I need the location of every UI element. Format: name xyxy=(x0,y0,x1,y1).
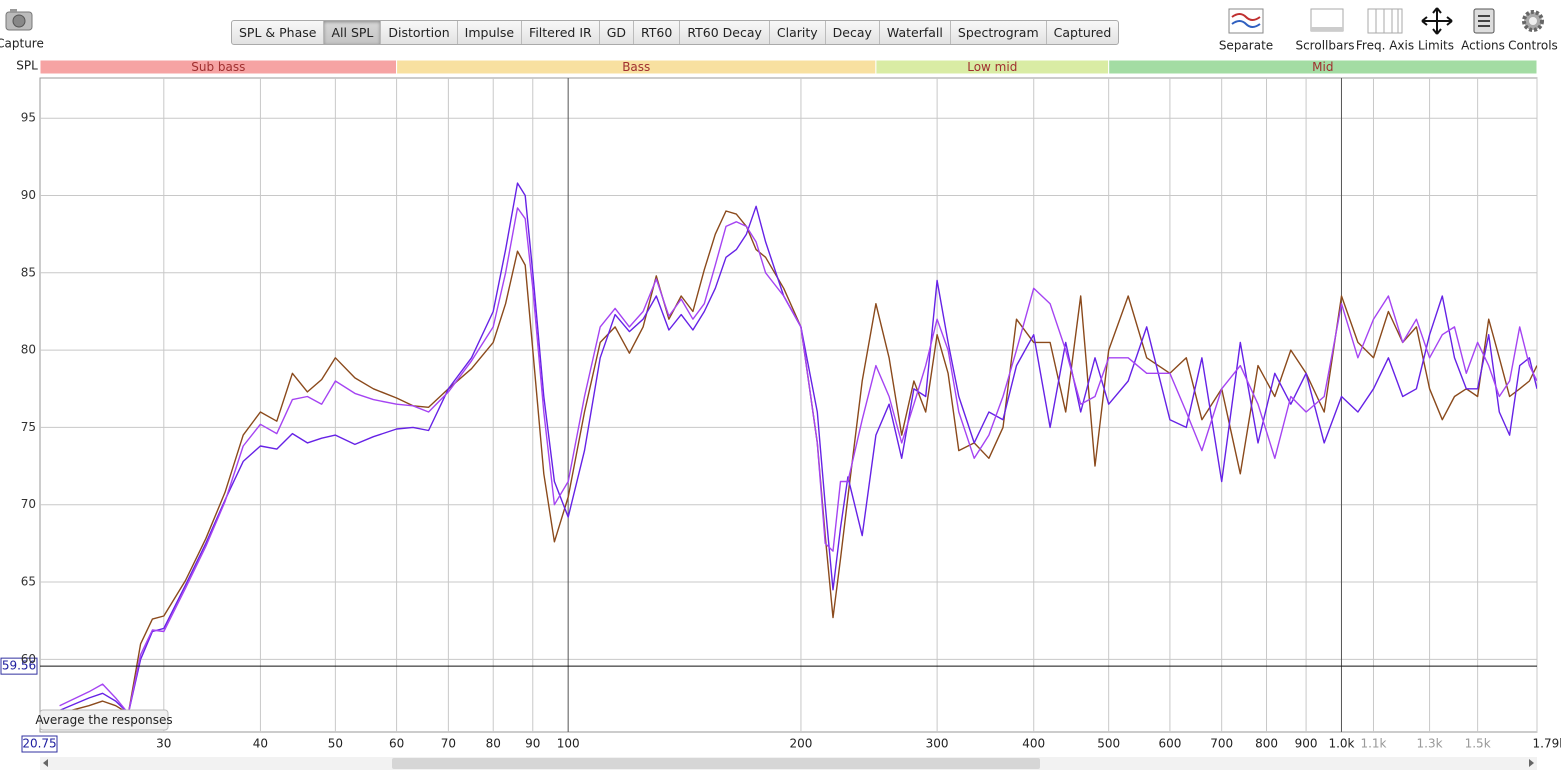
limits-icon[interactable] xyxy=(1421,7,1453,35)
scrollbar[interactable] xyxy=(40,757,1537,770)
x-start-box xyxy=(21,735,58,753)
y-tick-label: 80 xyxy=(21,343,36,357)
tool-label[interactable]: Scrollbars xyxy=(1295,39,1354,53)
x-tick-label: 90 xyxy=(525,737,540,751)
tab[interactable]: Waterfall xyxy=(880,21,951,44)
x-tick-label: 60 xyxy=(389,737,404,751)
x-tick-label: 1.3k xyxy=(1417,737,1443,751)
x-tick-label: 1.0k xyxy=(1328,737,1354,751)
x-tick-label: 400 xyxy=(1022,737,1045,751)
x-tick-label: 900 xyxy=(1295,737,1318,751)
x-tick-label: 300 xyxy=(926,737,949,751)
band-label: Bass xyxy=(622,60,650,74)
tab[interactable]: GD xyxy=(600,21,635,44)
y-tick-label: 60 xyxy=(21,652,36,666)
x-tick-label: 40 xyxy=(253,737,268,751)
band-label: Low mid xyxy=(967,60,1017,74)
tool-label[interactable]: Limits xyxy=(1418,39,1454,53)
frequency-band xyxy=(1108,59,1538,75)
x-tick-label: 1.79kHz xyxy=(1533,737,1561,751)
tab[interactable]: Clarity xyxy=(770,21,826,44)
y-tick-label: 70 xyxy=(21,497,36,511)
band-label: Mid xyxy=(1312,60,1333,74)
x-tick-label: 700 xyxy=(1210,737,1233,751)
y-tick-label: 95 xyxy=(21,111,36,125)
y-tick-label: 65 xyxy=(21,575,36,589)
freq-axis-icon[interactable] xyxy=(1367,8,1403,34)
capture-label[interactable]: Capture xyxy=(0,37,44,51)
actions-icon[interactable] xyxy=(1473,8,1495,34)
x-tick-label: 50 xyxy=(328,737,343,751)
tab[interactable]: SPL & Phase xyxy=(232,21,325,44)
x-tick-label: 70 xyxy=(441,737,456,751)
tab[interactable]: All SPL xyxy=(324,21,382,44)
y-tick-label: 85 xyxy=(21,265,36,279)
x-tick-label: 200 xyxy=(789,737,812,751)
y-tick-label: 90 xyxy=(21,188,36,202)
controls-icon[interactable] xyxy=(1522,10,1544,32)
tab[interactable]: Filtered IR xyxy=(522,21,600,44)
tab[interactable]: Impulse xyxy=(458,21,523,44)
tool-label[interactable]: Freq. Axis xyxy=(1356,39,1414,53)
tab[interactable]: RT60 Decay xyxy=(680,21,770,44)
y-axis-label: SPL xyxy=(16,59,38,73)
x-tick-label: 100 xyxy=(557,737,580,751)
tool-label[interactable]: Separate xyxy=(1219,39,1273,53)
y-tick-label: 75 xyxy=(21,420,36,434)
x-tick-label: 500 xyxy=(1097,737,1120,751)
tab[interactable]: Distortion xyxy=(381,21,458,44)
x-tick-label: 800 xyxy=(1255,737,1278,751)
tab[interactable]: Captured xyxy=(1053,25,1112,40)
tab[interactable]: Spectrogram xyxy=(951,21,1047,44)
tab[interactable]: Decay xyxy=(826,21,880,44)
response-curve xyxy=(59,182,1537,715)
tooltip[interactable]: Average the responses xyxy=(35,713,172,727)
tool-label[interactable]: Actions xyxy=(1461,39,1505,53)
x-start-value: 20.75 xyxy=(22,737,56,751)
x-tick-label: 30 xyxy=(156,737,171,751)
band-label: Sub bass xyxy=(191,60,245,74)
tab[interactable]: RT60 xyxy=(634,21,681,44)
cursor-value-box xyxy=(0,657,38,675)
x-tick-label: 1.1k xyxy=(1360,737,1386,751)
tooltip-box[interactable] xyxy=(39,709,169,731)
plot-area xyxy=(39,77,1538,733)
x-tick-label: 600 xyxy=(1158,737,1181,751)
response-curve xyxy=(59,207,1537,715)
cursor-value: 59.56 xyxy=(2,659,36,673)
tool-label[interactable]: Controls xyxy=(1508,39,1558,53)
x-tick-label: 1.5k xyxy=(1465,737,1491,751)
x-tick-label: 80 xyxy=(486,737,501,751)
separate-icon[interactable] xyxy=(1228,8,1264,34)
tab-bar: SPL & Phase All SPL Distortion Impulse Filte… xyxy=(231,20,1120,45)
scrollbars-icon[interactable] xyxy=(1310,8,1344,32)
capture-icon[interactable] xyxy=(5,9,33,31)
